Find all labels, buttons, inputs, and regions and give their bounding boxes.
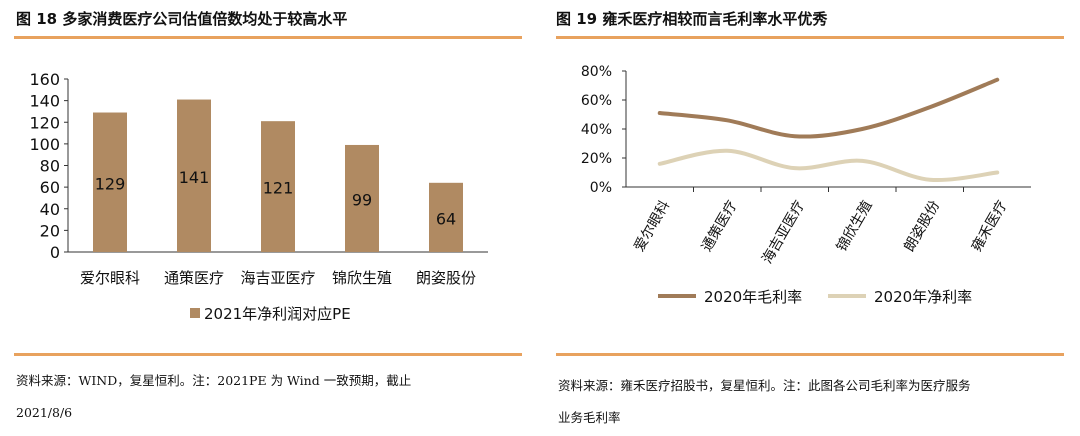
y-tick-label: 100 (29, 135, 60, 154)
right-source-line-1: 资料来源：雍禾医疗招股书，复星恒利。注：此图各公司毛利率为医疗服务 (558, 378, 971, 393)
x-tick-label: 爱尔眼科 (80, 269, 140, 287)
y-tick-label: 80% (581, 64, 612, 80)
x-tick-label: 雍禾医疗 (969, 198, 1011, 254)
y-tick-label: 120 (29, 113, 60, 132)
y-tick-label: 0% (590, 180, 612, 196)
y-tick-label: 20% (581, 151, 612, 167)
right-title-rule (556, 36, 1064, 39)
bar-data-label: 121 (263, 179, 294, 198)
x-tick-label: 通策医疗 (698, 198, 741, 255)
y-tick-label: 60 (40, 178, 60, 197)
bar-data-label: 64 (436, 209, 456, 228)
x-tick-label: 海吉亚医疗 (759, 198, 808, 267)
y-tick-label: 160 (29, 70, 60, 89)
y-tick-label: 60% (581, 93, 612, 109)
left-figure-title: 图 18 多家消费医疗公司估值倍数均处于较高水平 (16, 10, 348, 28)
series-line-2 (657, 148, 1000, 183)
right-source-line-2: 业务毛利率 (558, 410, 621, 425)
bar (345, 144, 379, 252)
bar (261, 121, 295, 252)
y-tick-label: 40 (40, 200, 60, 219)
x-tick-label: 锦欣生殖 (833, 198, 876, 255)
bar-chart: 0 20 40 60 80 100 120 140 160 129 爱尔眼科 141 通策医疗 121 海吉… (29, 70, 488, 323)
right-source-rule (556, 353, 1064, 356)
legend-swatch (190, 308, 200, 318)
x-tick-label: 朗姿股份 (901, 198, 943, 254)
bar-data-label: 99 (352, 190, 372, 209)
left-source-line-2: 2021/8/6 (16, 405, 73, 420)
x-tick-label: 海吉亚医疗 (240, 269, 315, 287)
x-tick-label: 朗姿股份 (416, 269, 476, 287)
x-tick-label: 锦欣生殖 (332, 269, 392, 287)
y-tick-label: 40% (581, 122, 612, 138)
x-tick-label: 通策医疗 (164, 269, 224, 287)
bar-data-label: 129 (95, 174, 126, 193)
x-tick-label: 爱尔眼科 (631, 198, 673, 254)
y-tick-label: 80 (40, 157, 60, 176)
bar (177, 99, 211, 252)
y-tick-label: 140 (29, 92, 60, 111)
y-tick-label: 20 (40, 221, 60, 240)
bar-data-label: 141 (179, 168, 210, 187)
right-figure-title: 图 19 雍禾医疗相较而言毛利率水平优秀 (556, 10, 828, 28)
line-chart: 0% 20% 40% 60% 80% 爱尔眼科 通策医疗 海吉亚医疗 锦欣生殖 朗姿股份 雍禾医疗 2… (581, 64, 1031, 306)
left-title-rule (14, 36, 522, 39)
bar (429, 182, 463, 252)
series-line-1 (657, 77, 1000, 139)
y-tick-label: 0 (50, 243, 60, 262)
left-source-rule (14, 353, 522, 356)
left-source-line-1: 资料来源：WIND，复星恒利。注：2021PE 为 Wind 一致预期，截止 (16, 373, 412, 388)
legend-label: 2020年净利率 (874, 288, 972, 306)
bar (93, 112, 127, 252)
legend-label: 2020年毛利率 (704, 288, 802, 306)
right-figure: 图 19 雍禾医疗相较而言毛利率水平优秀 0% 20% 40% 60% 80% 爱尔眼科通… (540, 0, 1080, 436)
legend-label: 2021年净利润对应PE (204, 305, 351, 323)
left-figure: 图 18 多家消费医疗公司估值倍数均处于较高水平 0 20 40 60 80 100 120… (14, 10, 522, 420)
